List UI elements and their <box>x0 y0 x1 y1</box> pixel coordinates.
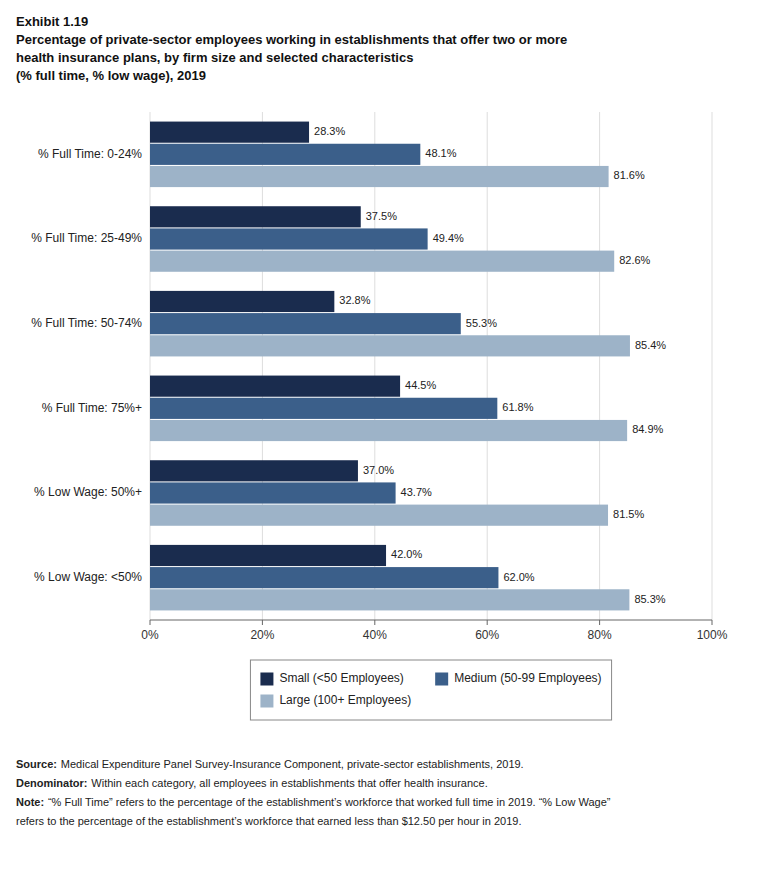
footnote: Medical Expenditure Panel Survey-Insuran… <box>61 758 524 770</box>
x-tick-label: 0% <box>141 628 159 642</box>
grid-line <box>712 112 713 620</box>
data-label: 32.8% <box>339 294 370 306</box>
footnote: Within each category, all employees in e… <box>91 777 487 789</box>
data-label: 62.0% <box>503 571 534 583</box>
x-axis-line <box>150 620 712 621</box>
data-label: 43.7% <box>401 486 432 498</box>
data-labels: 28.3% 48.1% 81.6% 37.5% 49.4% 82.6% 32.8% 55.3%… <box>314 125 666 605</box>
title: Percentage of private-sector employees w… <box>16 32 567 47</box>
footnote: “% Full Time” refers to the percentage o… <box>48 796 611 808</box>
legend-swatch <box>260 695 273 708</box>
title: health insurance plans, by firm size and… <box>16 50 413 65</box>
grid-line <box>487 112 488 620</box>
chart: Exhibit 1.19 Percentage of private-sector… <box>0 0 758 883</box>
title: Exhibit 1.19 <box>16 14 88 29</box>
footnote-lead: Note: <box>16 796 44 808</box>
grid-line <box>599 112 600 620</box>
bar <box>150 206 361 227</box>
bar <box>150 144 420 165</box>
bar <box>150 567 498 588</box>
bar <box>150 166 609 187</box>
x-tick <box>487 620 488 625</box>
x-tick-label: 80% <box>588 628 612 642</box>
footnotes: Source: Medical Expenditure Panel Survey-… <box>16 758 611 827</box>
x-tick <box>262 620 263 625</box>
footnote-lead: Denominator: <box>16 777 88 789</box>
title: (% full time, % low wage), 2019 <box>16 68 206 83</box>
data-label: 84.9% <box>632 423 663 435</box>
bar <box>150 589 629 610</box>
data-label: 48.1% <box>425 147 456 159</box>
legend-swatch <box>260 673 273 686</box>
data-label: 28.3% <box>314 125 345 137</box>
legend-label: Medium (50-99 Employees) <box>454 671 601 685</box>
x-tick <box>150 620 151 625</box>
background <box>0 0 758 883</box>
bar <box>150 291 334 312</box>
bar <box>150 251 614 272</box>
category-label: % Full Time: 0-24% <box>38 147 142 161</box>
category-label: % Low Wage: 50%+ <box>34 485 142 499</box>
data-label: 61.8% <box>502 401 533 413</box>
footnote: refers to the percentage of the establis… <box>16 815 522 827</box>
grid-line <box>374 112 375 620</box>
data-label: 37.5% <box>366 210 397 222</box>
category-label: % Low Wage: <50% <box>34 570 142 584</box>
bar <box>150 420 627 441</box>
data-label: 37.0% <box>363 464 394 476</box>
bar <box>150 335 630 356</box>
data-label: 42.0% <box>391 548 422 560</box>
data-label: 81.6% <box>614 169 645 181</box>
data-label: 49.4% <box>433 232 464 244</box>
x-tick-label: 60% <box>475 628 499 642</box>
data-label: 81.5% <box>613 508 644 520</box>
bars <box>150 122 630 611</box>
bar <box>150 460 358 481</box>
category-label: % Full Time: 25-49% <box>31 231 142 245</box>
data-label: 82.6% <box>619 254 650 266</box>
data-label: 85.4% <box>635 339 666 351</box>
x-tick-label: 20% <box>250 628 274 642</box>
x-tick-label: 40% <box>363 628 387 642</box>
x-tick <box>599 620 600 625</box>
legend: Small (<50 Employees) Medium (50-99 Emplo… <box>250 660 611 720</box>
data-label: 85.3% <box>634 593 665 605</box>
legend-label: Large (100+ Employees) <box>279 693 411 707</box>
legend-box <box>250 660 611 720</box>
bar <box>150 122 309 143</box>
x-tick-label: 100% <box>697 628 728 642</box>
bar <box>150 505 608 526</box>
bar <box>150 482 396 503</box>
x-tick <box>374 620 375 625</box>
data-label: 55.3% <box>466 317 497 329</box>
bar <box>150 398 497 419</box>
bar <box>150 545 386 566</box>
bar <box>150 376 400 397</box>
x-tick <box>712 620 713 625</box>
grid-line <box>262 112 263 620</box>
category-label: % Full Time: 75%+ <box>42 401 142 415</box>
legend-label: Small (<50 Employees) <box>279 671 403 685</box>
legend-swatch <box>435 673 448 686</box>
bar <box>150 313 461 334</box>
data-label: 44.5% <box>405 379 436 391</box>
footnote-lead: Source: <box>16 758 57 770</box>
category-label: % Full Time: 50-74% <box>31 316 142 330</box>
grid <box>150 112 712 620</box>
bar <box>150 228 428 249</box>
category-labels: % Full Time: 0-24% % Full Time: 25-49% % F… <box>31 147 142 584</box>
grid-line <box>150 112 151 620</box>
